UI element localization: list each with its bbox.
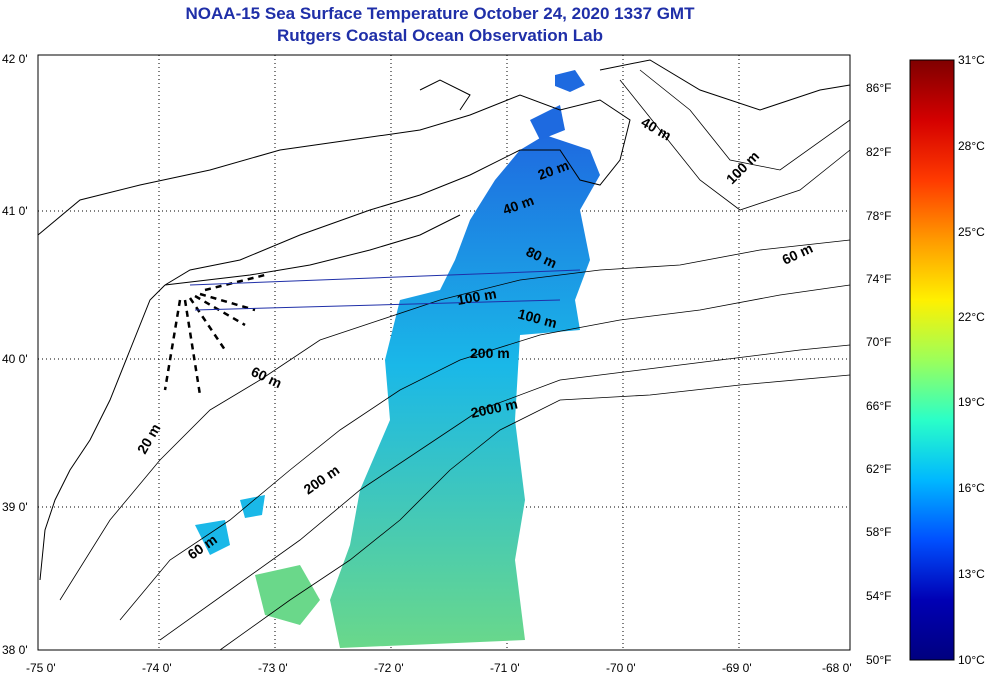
lat-label: 41 0'	[2, 204, 28, 218]
colorbar-f-label: 86°F	[866, 81, 891, 95]
colorbar-f-label: 54°F	[866, 589, 891, 603]
colorbar-c-label: 19°C	[958, 395, 985, 409]
colorbar-f-label: 58°F	[866, 525, 891, 539]
sst-main-swath	[330, 135, 600, 648]
colorbar-f-labels: 86°F 82°F 78°F 74°F 70°F 66°F 62°F 58°F …	[866, 81, 891, 667]
colorbar-f-label: 62°F	[866, 462, 891, 476]
dashed-lines	[163, 273, 266, 396]
lat-label: 42 0'	[2, 52, 28, 66]
lon-label: -70 0'	[606, 661, 636, 675]
colorbar-c-label: 31°C	[958, 53, 985, 67]
map-title: NOAA-15 Sea Surface Temperature October …	[185, 4, 695, 23]
lat-label: 39 0'	[2, 500, 28, 514]
colorbar-f-label: 70°F	[866, 335, 891, 349]
lon-label: -72 0'	[374, 661, 404, 675]
lat-label: 40 0'	[2, 352, 28, 366]
lon-label: -75 0'	[26, 661, 56, 675]
sst-patch-cape-cod	[555, 70, 585, 92]
transect-lines	[189, 269, 581, 311]
map-grid	[38, 55, 850, 650]
colorbar-c-label: 16°C	[958, 481, 985, 495]
lon-label: -71 0'	[490, 661, 520, 675]
lon-label: -68 0'	[822, 661, 852, 675]
colorbar	[909, 59, 955, 661]
sst-patch-warm	[255, 565, 320, 625]
colorbar-f-label: 82°F	[866, 145, 891, 159]
lon-label: -73 0'	[258, 661, 288, 675]
colorbar-f-label: 66°F	[866, 399, 891, 413]
lat-label: 38 0'	[2, 643, 28, 657]
depth-label: 100 m	[456, 285, 498, 308]
bathymetry-contours	[59, 69, 851, 651]
sst-patch-southwest	[195, 520, 230, 555]
lat-labels: 42 0' 41 0' 40 0' 39 0' 38 0'	[2, 52, 28, 657]
colorbar-c-label: 13°C	[958, 567, 985, 581]
colorbar-f-label: 74°F	[866, 272, 891, 286]
colorbar-c-label: 22°C	[958, 310, 985, 324]
colorbar-c-label: 28°C	[958, 139, 985, 153]
sst-swath	[195, 70, 600, 648]
colorbar-f-label: 50°F	[866, 653, 891, 667]
coastline	[37, 59, 851, 581]
depth-label: 200 m	[470, 345, 510, 361]
lon-label: -74 0'	[142, 661, 172, 675]
map-subtitle: Rutgers Coastal Ocean Observation Lab	[277, 26, 603, 45]
colorbar-f-label: 78°F	[866, 209, 891, 223]
sst-patch-north	[530, 105, 565, 140]
lon-labels: -75 0' -74 0' -73 0' -72 0' -71 0' -70 0…	[26, 661, 852, 675]
lon-label: -69 0'	[722, 661, 752, 675]
colorbar-c-labels: 31°C 28°C 25°C 22°C 19°C 16°C 13°C 10°C	[958, 53, 985, 667]
sst-patch-small	[240, 495, 265, 518]
colorbar-c-label: 25°C	[958, 225, 985, 239]
colorbar-c-label: 10°C	[958, 653, 985, 667]
